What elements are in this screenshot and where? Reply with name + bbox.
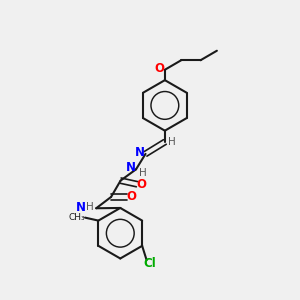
Text: H: H [86,202,94,212]
Text: H: H [139,168,146,178]
Text: N: N [126,161,136,174]
Text: O: O [154,62,164,75]
Text: H: H [167,137,175,147]
Text: O: O [127,190,137,202]
Text: Cl: Cl [143,257,156,270]
Text: N: N [76,201,86,214]
Text: O: O [136,178,146,191]
Text: N: N [135,146,145,159]
Text: CH₃: CH₃ [68,213,85,222]
